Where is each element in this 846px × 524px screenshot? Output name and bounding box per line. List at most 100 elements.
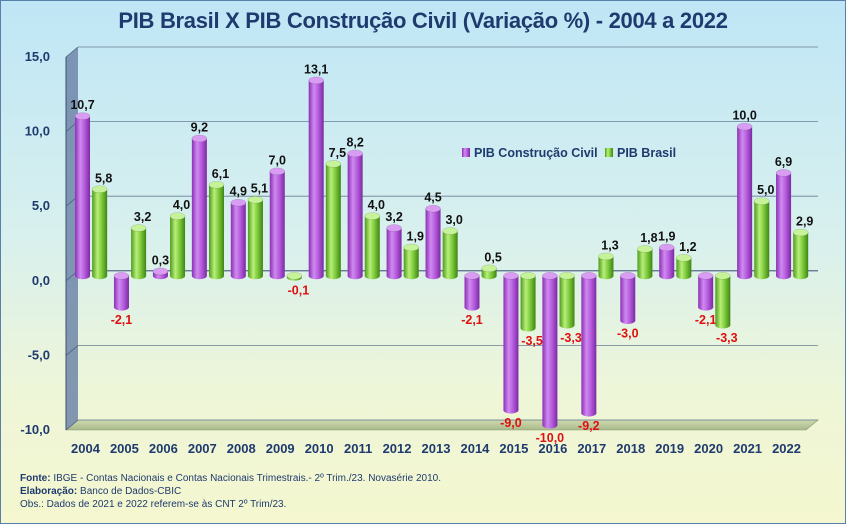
bar-construcao-civil xyxy=(658,243,675,280)
bar-pib-brasil xyxy=(559,272,575,329)
bar-pib-brasil xyxy=(325,160,342,280)
bar-pib-brasil xyxy=(520,272,536,332)
series-brasil-group: 7,5 xyxy=(325,146,346,280)
data-label-brasil: 5,0 xyxy=(757,183,774,197)
data-label-construcao: 10,0 xyxy=(732,109,756,123)
bar-construcao-civil xyxy=(464,272,480,311)
bar-construcao-civil-body xyxy=(698,275,714,308)
data-label-brasil: 1,9 xyxy=(407,229,424,243)
x-tick-label: 2015 xyxy=(499,441,528,456)
bar-construcao-civil xyxy=(386,224,402,280)
x-tick-label: 2019 xyxy=(655,441,684,456)
series-construcao-group: 0,3 xyxy=(152,253,169,280)
y-tick-label: 5,0 xyxy=(32,198,50,213)
data-label-construcao: -2,1 xyxy=(111,313,133,327)
bar-pib-brasil-body xyxy=(793,232,809,276)
data-label-construcao: 4,5 xyxy=(424,191,441,205)
bar-construcao-civil xyxy=(581,272,597,417)
data-label-construcao: 8,2 xyxy=(346,135,363,149)
y-tick-label: -10,0 xyxy=(20,422,50,437)
bar-construcao-civil xyxy=(74,112,91,280)
x-tick-label: 2009 xyxy=(266,441,295,456)
bar-construcao-civil-body xyxy=(113,275,129,308)
series-construcao-group: -3,0 xyxy=(617,272,639,341)
bar-construcao-civil-body xyxy=(308,80,324,276)
bar-construcao-civil-body xyxy=(269,171,285,276)
bar-construcao-civil xyxy=(620,272,636,325)
bar-pib-brasil-body xyxy=(676,257,692,276)
plot-area: 15,0 10,0 5,0 0,0 -5,0 -10,0 10,7 5,8 2004 -2,1 3,… xyxy=(20,46,819,456)
series-brasil-group: 1,8 xyxy=(637,231,658,280)
data-label-construcao: 9,2 xyxy=(191,121,208,135)
x-tick-label: 2017 xyxy=(577,441,606,456)
series-construcao-group: 10,7 xyxy=(70,98,95,280)
data-label-brasil: 7,5 xyxy=(329,146,346,160)
data-label-construcao: -9,0 xyxy=(500,416,522,430)
x-tick-label: 2005 xyxy=(110,441,139,456)
x-tick-label: 2020 xyxy=(694,441,723,456)
chart-title: PIB Brasil X PIB Construção Civil (Varia… xyxy=(118,8,728,33)
bar-pib-brasil-body xyxy=(520,275,536,329)
data-label-brasil: 1,3 xyxy=(601,238,618,252)
series-brasil-group: -0,1 xyxy=(286,272,310,297)
x-tick-label: 2012 xyxy=(383,441,412,456)
plot-side-wall xyxy=(66,47,78,430)
series-brasil-group: 5,1 xyxy=(247,182,268,280)
x-tick-label: 2010 xyxy=(305,441,334,456)
data-label-brasil: -0,1 xyxy=(288,283,310,297)
bar-pib-brasil-body xyxy=(481,268,497,276)
series-construcao-group: -10,0 xyxy=(536,272,564,445)
series-construcao-group: 7,0 xyxy=(269,153,286,280)
bar-construcao-civil-body xyxy=(620,275,636,321)
data-label-construcao: 10,7 xyxy=(70,98,94,112)
data-label-brasil: 0,5 xyxy=(484,250,501,264)
bar-construcao-civil-body xyxy=(75,116,91,276)
bar-pib-brasil xyxy=(208,181,225,280)
bar-pib-brasil-body xyxy=(325,163,341,276)
chart-legend: PIB Construção Civil PIB Brasil xyxy=(462,146,676,160)
data-label-construcao: -2,1 xyxy=(695,313,717,327)
bar-construcao-civil-body xyxy=(503,275,519,411)
bar-pib-brasil xyxy=(130,224,147,280)
series-brasil-group: 4,0 xyxy=(169,198,190,280)
series-brasil-group: 1,3 xyxy=(598,238,619,280)
chart-footer: Fonte: IBGE - Contas Nacionais e Contas … xyxy=(20,472,441,511)
series-brasil-group: 4,0 xyxy=(364,198,385,280)
x-tick-label: 2008 xyxy=(227,441,256,456)
bar-pib-brasil xyxy=(169,212,186,280)
series-construcao-group: 9,2 xyxy=(191,121,208,280)
bar-construcao-civil xyxy=(697,272,714,311)
series-construcao-group: -2,1 xyxy=(461,272,483,327)
series-brasil-group: 1,2 xyxy=(676,240,697,280)
data-label-construcao: -3,0 xyxy=(617,327,639,341)
series-construcao-group: 13,1 xyxy=(304,62,328,280)
bar-construcao-civil xyxy=(230,198,247,280)
bar-construcao-civil-body xyxy=(542,275,558,425)
bar-construcao-civil xyxy=(542,272,558,429)
bar-pib-brasil-body xyxy=(170,216,186,276)
legend-entry: PIB Brasil xyxy=(617,146,676,160)
series-brasil-group: 3,0 xyxy=(442,213,463,280)
bar-pib-brasil-body xyxy=(131,228,147,276)
data-label-brasil: 4,0 xyxy=(173,198,190,212)
data-label-construcao: 1,9 xyxy=(658,229,675,243)
series-construcao-group: 4,9 xyxy=(230,185,247,280)
series-brasil-group: 1,9 xyxy=(403,229,424,280)
series-construcao-group: 8,2 xyxy=(346,135,364,280)
series-brasil-group: 3,2 xyxy=(130,210,151,280)
bar-pib-brasil xyxy=(286,272,303,281)
x-tick-label: 2011 xyxy=(344,441,372,456)
series-construcao-group: 10,0 xyxy=(732,109,757,280)
bar-construcao-civil xyxy=(736,122,753,280)
data-label-brasil: 4,0 xyxy=(368,198,385,212)
y-tick-label: 15,0 xyxy=(25,49,50,64)
data-label-brasil: -3,3 xyxy=(716,331,738,345)
footer-note: Obs.: Dados de 2021 e 2022 referem-se às… xyxy=(20,499,287,510)
data-label-construcao: 0,3 xyxy=(152,253,169,267)
bar-construcao-civil xyxy=(152,267,169,280)
bar-pib-brasil-body xyxy=(403,247,419,276)
x-tick-label: 2014 xyxy=(460,441,490,456)
data-label-brasil: 1,2 xyxy=(679,240,696,254)
bar-construcao-civil xyxy=(425,204,441,280)
